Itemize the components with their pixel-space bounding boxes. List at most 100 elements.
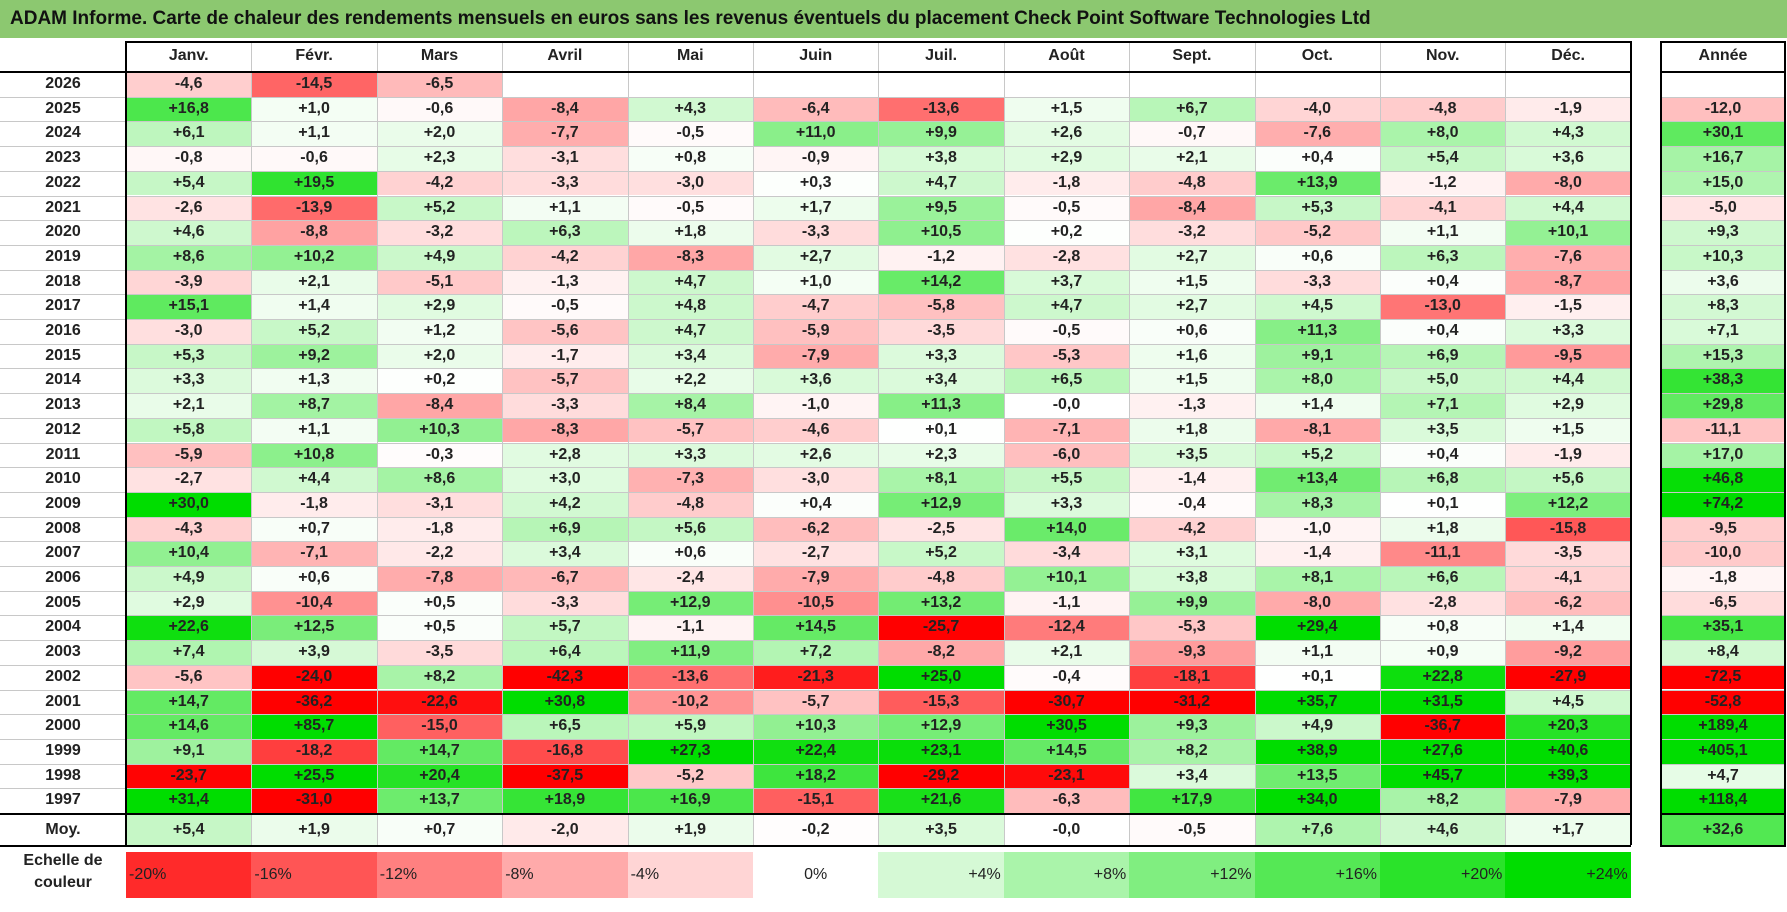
heatmap-cell: +6,9 <box>1380 343 1506 369</box>
heatmap-cell: +30,5 <box>1003 714 1130 739</box>
row-year-label: 2021 <box>0 195 126 221</box>
grid-line <box>0 714 1631 716</box>
heatmap-cell: -3,5 <box>878 319 1004 344</box>
heatmap-cell: +15,1 <box>126 294 252 319</box>
column-header-9: Sept. <box>1129 41 1255 71</box>
annual-cell: +46,8 <box>1660 467 1786 492</box>
heatmap-cell: -1,7 <box>502 343 628 369</box>
heatmap-cell: +5,6 <box>1505 467 1631 492</box>
heatmap-cell: -2,4 <box>627 566 753 591</box>
scale-swatch: 0% <box>753 852 879 898</box>
heatmap-cell <box>627 72 753 97</box>
heatmap-cell: -1,3 <box>1129 393 1255 418</box>
heatmap-cell: +2,0 <box>376 121 503 147</box>
grid-line <box>0 96 1631 98</box>
heatmap-cell: -1,9 <box>1505 96 1631 122</box>
heatmap-cell: +3,8 <box>878 146 1004 171</box>
heatmap-cell: -14,5 <box>251 72 377 97</box>
annual-cell: -72,5 <box>1660 664 1786 690</box>
heatmap-cell: +10,4 <box>126 541 252 566</box>
heatmap-cell: +40,6 <box>1505 738 1631 764</box>
heatmap-cell: +0,2 <box>1003 220 1130 245</box>
heatmap-cell: -2,5 <box>878 516 1004 542</box>
heatmap-cell: +2,6 <box>1003 121 1130 147</box>
column-header-5: Mai <box>627 41 753 71</box>
heatmap-cell: +22,6 <box>126 615 252 641</box>
heatmap-cell: +3,0 <box>502 467 628 492</box>
heatmap-cell: +5,0 <box>1380 368 1506 394</box>
row-year-label: 1999 <box>0 738 126 764</box>
row-year-label: 1997 <box>0 788 126 813</box>
grid-line <box>251 41 253 845</box>
heatmap-cell: +0,6 <box>627 541 753 566</box>
row-year-label: 2020 <box>0 220 126 245</box>
heatmap-cell: +2,7 <box>1129 244 1255 270</box>
heatmap-cell: +5,6 <box>627 516 753 542</box>
annual-cell: -9,5 <box>1660 516 1786 542</box>
heatmap-cell: +12,9 <box>627 590 753 616</box>
heatmap-cell <box>1254 72 1380 97</box>
scale-swatch: +4% <box>878 852 1004 898</box>
heatmap-cell: +14,2 <box>878 269 1004 295</box>
grid-line <box>0 516 1631 518</box>
column-header-8: Août <box>1003 41 1130 71</box>
grid-line <box>1660 738 1786 740</box>
grid-line <box>1660 640 1786 642</box>
heatmap-cell: +18,2 <box>753 763 879 789</box>
heatmap-cell: -23,1 <box>1003 763 1130 789</box>
scale-swatch: +20% <box>1380 852 1506 898</box>
grid-line <box>1660 541 1786 543</box>
heatmap-cell: +0,4 <box>1380 319 1506 344</box>
heatmap-cell: +0,6 <box>1254 244 1380 270</box>
heatmap-cell: -0,9 <box>753 146 879 171</box>
heatmap-cell: +6,7 <box>1129 96 1255 122</box>
grid-line <box>0 294 1631 296</box>
grid-line <box>0 689 1631 691</box>
heatmap-cell: +0,6 <box>1129 319 1255 344</box>
heatmap-cell: -4,6 <box>126 72 252 97</box>
heatmap-cell: -3,3 <box>753 220 879 245</box>
heatmap-cell: -8,2 <box>878 640 1004 665</box>
heatmap-cell: -0,5 <box>502 294 628 319</box>
heatmap-cell: +38,9 <box>1254 738 1380 764</box>
heatmap-cell: +3,5 <box>1129 442 1255 468</box>
heatmap-cell: -5,3 <box>1129 615 1255 641</box>
heatmap-cell: +10,5 <box>878 220 1004 245</box>
heatmap-cell: +11,3 <box>878 393 1004 418</box>
heatmap-cell: -0,5 <box>627 121 753 147</box>
row-year-label: 2018 <box>0 269 126 295</box>
heatmap-cell: -5,1 <box>376 269 503 295</box>
heatmap-cell: +0,5 <box>376 590 503 616</box>
heatmap-cell: +8,2 <box>376 664 503 690</box>
annual-cell: -5,0 <box>1660 195 1786 221</box>
heatmap-cell: +29,4 <box>1254 615 1380 641</box>
heatmap-cell: -10,2 <box>627 689 753 715</box>
heatmap-cell: -0,3 <box>376 442 503 468</box>
annual-cell: -52,8 <box>1660 689 1786 715</box>
heatmap-cell: +13,2 <box>878 590 1004 616</box>
grid-line <box>0 417 1631 419</box>
heatmap-cell: -7,1 <box>251 541 377 566</box>
heatmap-cell: +1,1 <box>1380 220 1506 245</box>
heatmap-cell: +0,4 <box>1254 146 1380 171</box>
annual-cell <box>1660 72 1786 97</box>
row-year-label: 2004 <box>0 615 126 641</box>
heatmap-cell: +16,9 <box>627 788 753 813</box>
heatmap-cell: +14,5 <box>753 615 879 641</box>
heatmap-cell: -5,9 <box>126 442 252 468</box>
heatmap-cell: +0,8 <box>627 146 753 171</box>
heatmap-cell: -8,4 <box>376 393 503 418</box>
heatmap-cell: +30,0 <box>126 491 252 517</box>
heatmap-cell <box>1380 72 1506 97</box>
heatmap-cell: +10,8 <box>251 442 377 468</box>
heatmap-cell: -4,8 <box>627 491 753 517</box>
grid-line <box>627 41 629 845</box>
grid-line <box>1660 294 1786 296</box>
heatmap-cell: +12,2 <box>1505 491 1631 517</box>
heatmap-cell: +2,3 <box>376 146 503 171</box>
grid-line <box>1660 442 1786 444</box>
heatmap-cell: +3,8 <box>1129 566 1255 591</box>
average-cell: +7,6 <box>1254 815 1380 845</box>
heatmap-cell: +17,9 <box>1129 788 1255 813</box>
heatmap-cell: -1,0 <box>1254 516 1380 542</box>
